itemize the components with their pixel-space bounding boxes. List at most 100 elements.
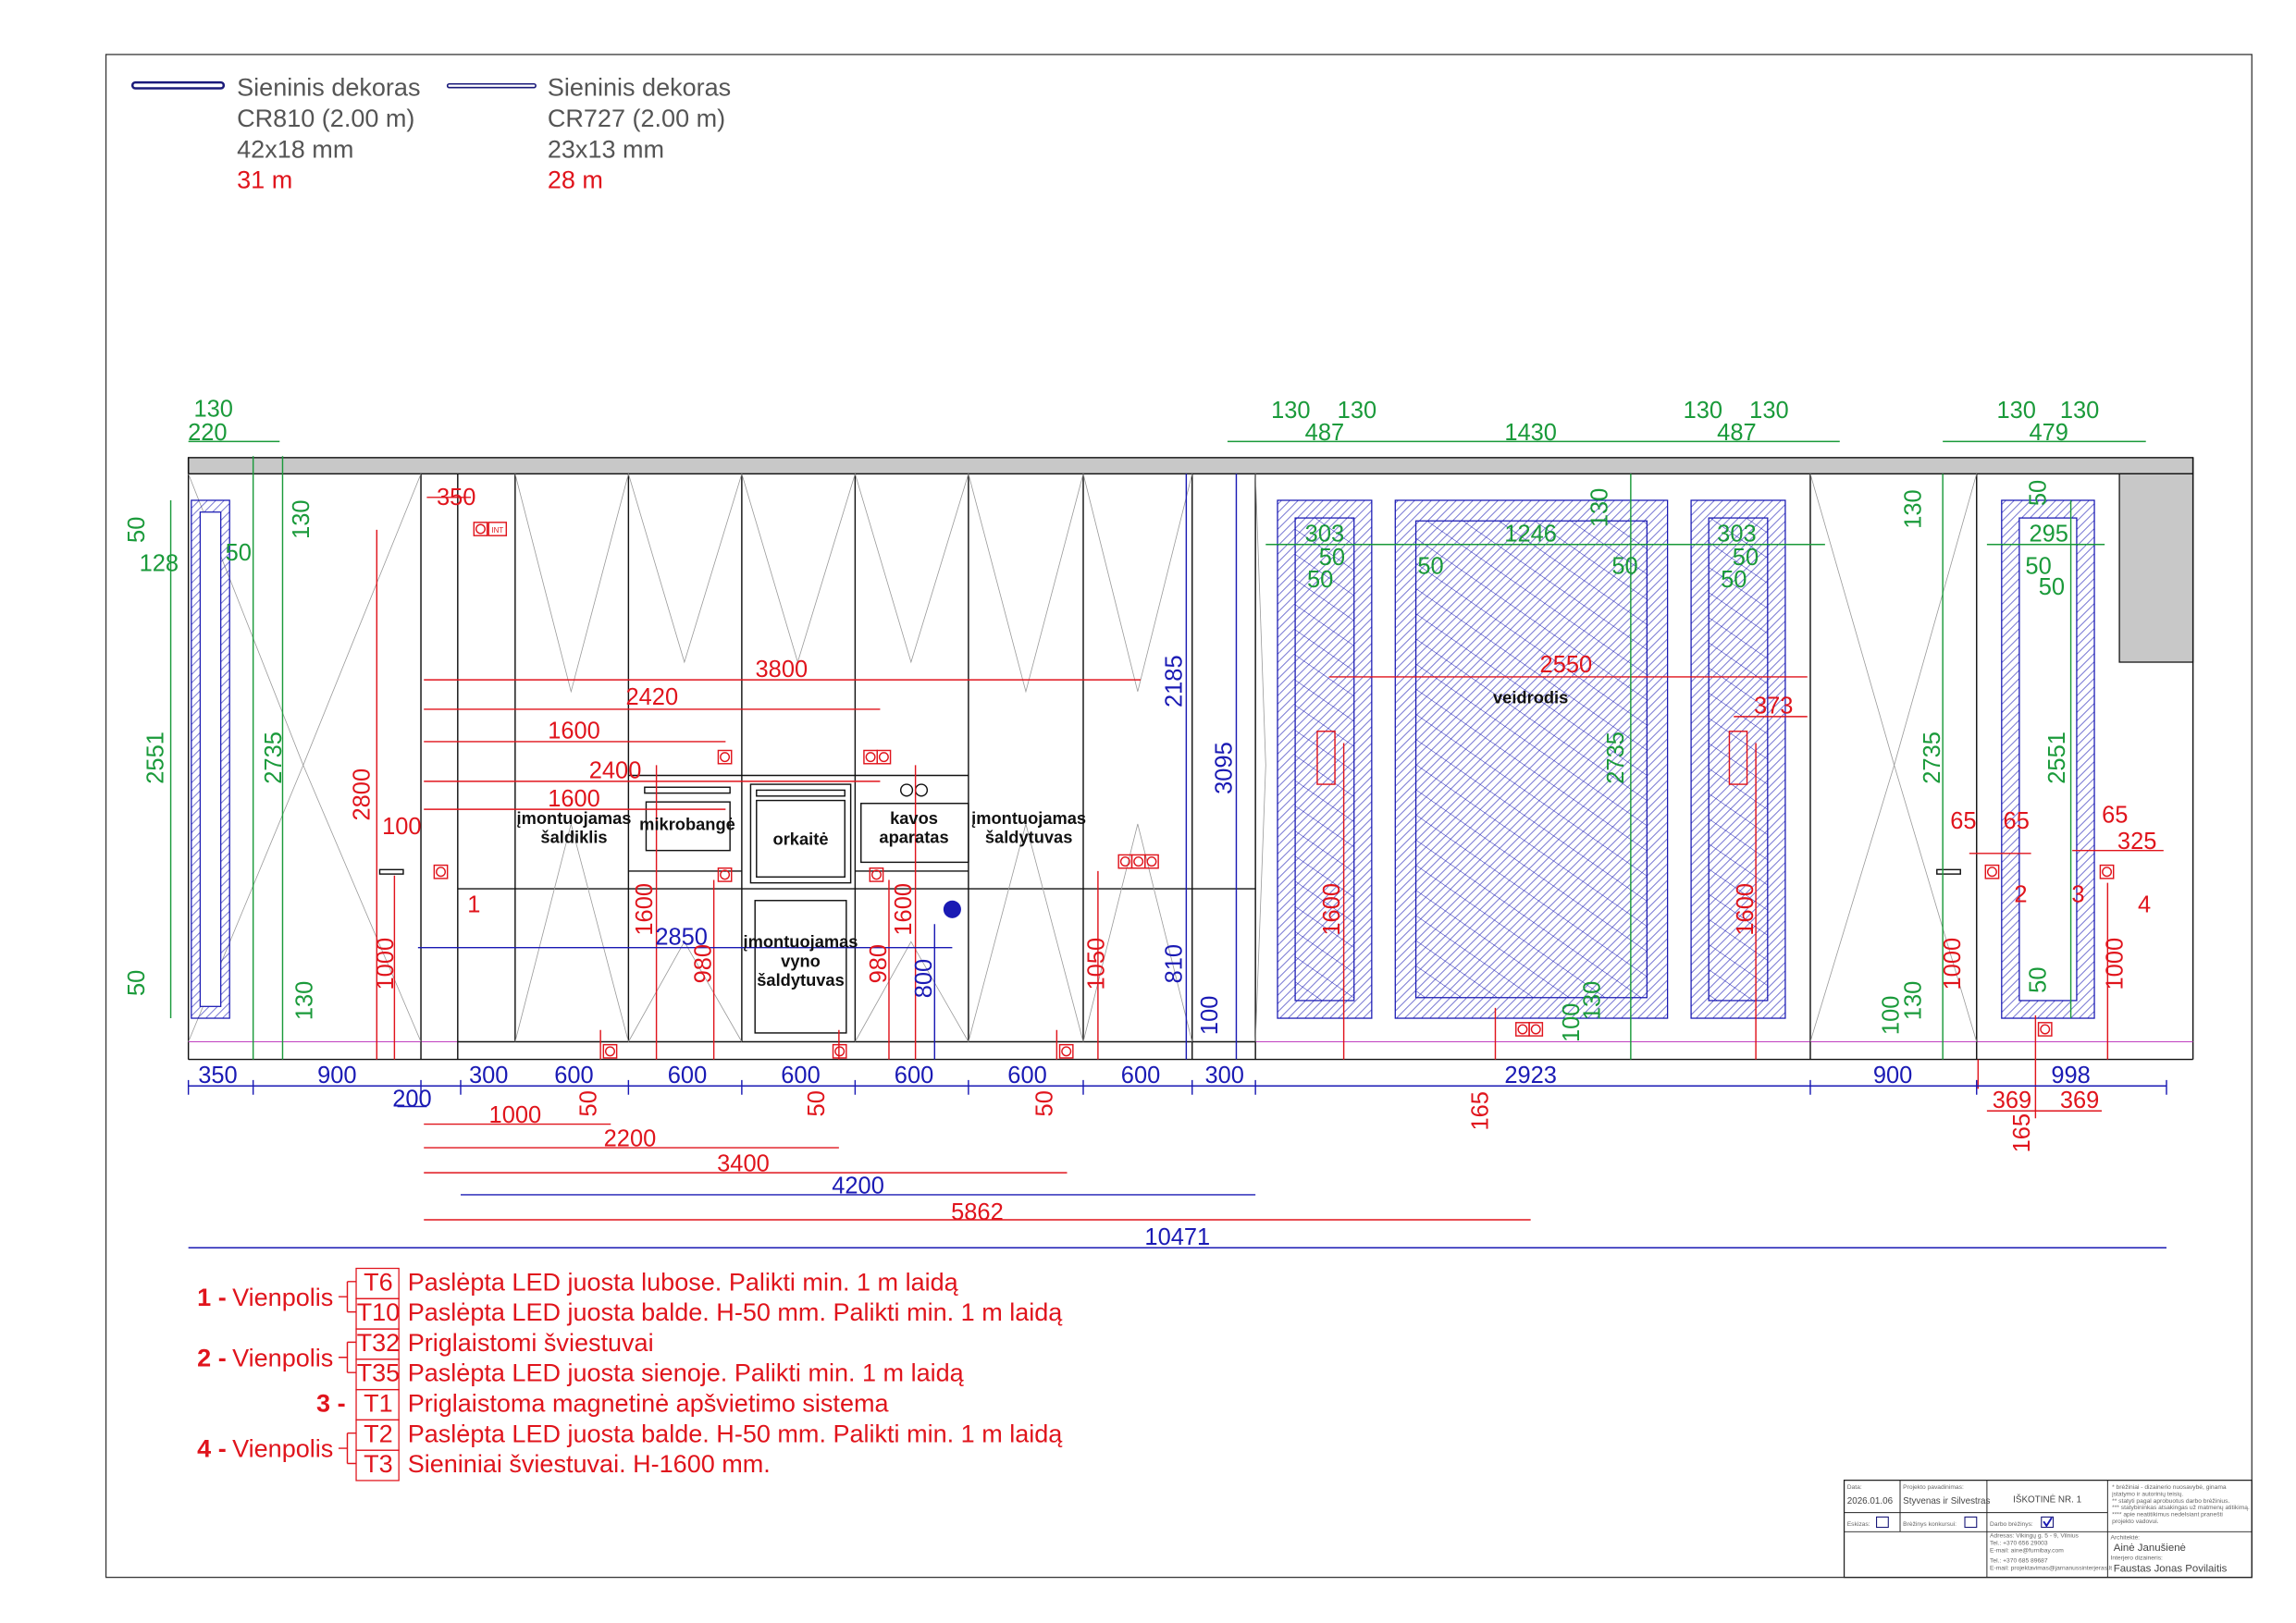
- dimension-label-blue: 900: [317, 1063, 356, 1088]
- dimension-label-red: 2200: [604, 1125, 657, 1151]
- note-group-number: 4 -: [197, 1435, 227, 1463]
- dimension-label-green: 220: [188, 420, 227, 446]
- dimension-label-red: 50: [804, 1090, 830, 1116]
- handle-icon: [378, 868, 404, 875]
- appliance-labels: įmontuojamasšaldiklismikrobangėorkaitėka…: [467, 688, 2151, 990]
- note-text: Paslėpta LED juosta balde. H-50 mm. Pali…: [408, 1420, 1064, 1447]
- dimension-label-red: 2800: [349, 768, 375, 821]
- disclaimer-line: **** apie neatitikimus nedelsiant praneš…: [2112, 1511, 2223, 1518]
- dimension-label-red: 1000: [1940, 938, 1966, 990]
- socket-icon: [1528, 1022, 1544, 1037]
- dimension-label-red: 1000: [2102, 938, 2128, 990]
- contact-line: E-mail: projektavimas@jarnanussinterjera…: [1990, 1566, 2112, 1572]
- socket-icon: [2099, 864, 2115, 879]
- designer-label: Interjero dizaineris:: [2111, 1555, 2164, 1562]
- dimension-label-blue: 900: [1873, 1063, 1912, 1088]
- dimension-label-green: 50: [1733, 545, 1759, 571]
- note-group: 3 -: [316, 1389, 346, 1417]
- dimension-label-green: 130: [1684, 398, 1722, 424]
- dimension-label-red: 1600: [1319, 883, 1345, 936]
- wine-fridge: [754, 900, 847, 1034]
- dimension-label-red: 1600: [1733, 883, 1759, 936]
- dimension-label-blue: 600: [895, 1063, 933, 1088]
- dimension-label-red: 3800: [756, 657, 809, 682]
- water-point-icon: [943, 900, 961, 918]
- column-box: [2118, 473, 2194, 663]
- dimension-label-red: 65: [1950, 808, 1976, 834]
- socket-icon: [1144, 854, 1159, 869]
- light-marker: 4: [2138, 891, 2151, 917]
- dimension-label-green: 50: [2025, 554, 2051, 580]
- sketch-label: Eskizas:: [1847, 1521, 1870, 1528]
- note-group: 4 - Vienpolis: [197, 1435, 333, 1463]
- dimension-label-red: 350: [437, 485, 475, 510]
- dimension-label-green: 130: [193, 396, 232, 422]
- contact-line: Adresas: Vikingų g. 5 - 9, Vilnius: [1990, 1533, 2079, 1540]
- dimension-label-blue: 600: [1121, 1063, 1160, 1088]
- work-checkbox[interactable]: [2041, 1516, 2055, 1529]
- dimension-label-red: 2550: [1540, 652, 1593, 678]
- note-group-type: Vienpolis: [232, 1284, 333, 1311]
- dimension-label-red: 1600: [632, 883, 658, 936]
- dimension-label-green: 130: [289, 499, 315, 538]
- dimension-label-green: 50: [124, 517, 150, 543]
- dimension-label-green: 50: [124, 970, 150, 996]
- dimension-label-red: 325: [2117, 829, 2156, 855]
- dimension-label-red: 980: [866, 944, 892, 983]
- dimension-label-green: 479: [2029, 420, 2068, 446]
- dimension-label-green: 130: [1900, 981, 1926, 1020]
- socket-icon: [2037, 1022, 2053, 1037]
- note-text: Paslėpta LED juosta balde. H-50 mm. Pali…: [408, 1298, 1064, 1326]
- contact-line: Tel.: +370 656 29003: [1990, 1541, 2048, 1547]
- coffee-machine: [860, 803, 969, 864]
- sheet-frame: [105, 54, 2253, 1579]
- contest-checkbox[interactable]: [1964, 1516, 1978, 1529]
- dimension-label-green: 50: [1319, 545, 1345, 571]
- contact-line: E-mail: aine@furnibay.com: [1990, 1548, 2064, 1555]
- disclaimer-line: *** statybininkas atsakingas už matmenų …: [2112, 1505, 2250, 1511]
- dimension-label-green: 2551: [2044, 732, 2070, 784]
- dimension-label-red: 1600: [891, 883, 917, 936]
- note-group: 2 - Vienpolis: [197, 1344, 333, 1371]
- dimension-label-red: 1000: [489, 1102, 542, 1128]
- dimension-label-blue: 2185: [1162, 655, 1188, 707]
- dimension-label-blue: 200: [392, 1087, 431, 1113]
- dimension-label-blue: 100: [1197, 996, 1223, 1035]
- dimension-label-red: 980: [690, 944, 716, 983]
- dimension-label-red: 100: [382, 814, 421, 840]
- socket-icon: [717, 749, 733, 765]
- dimension-label-red: 5862: [951, 1199, 1004, 1225]
- label-wine: vyno: [781, 951, 821, 970]
- dimension-label-red: 165: [2009, 1113, 2035, 1152]
- date-value: 2026.01.06: [1847, 1496, 1894, 1506]
- dimension-label-red: 165: [1468, 1091, 1494, 1130]
- label-coffee: aparatas: [879, 828, 948, 847]
- socket-icon: [1130, 854, 1146, 869]
- dimension-label-green: 130: [291, 981, 317, 1020]
- note-text: Sieniniai šviestuvai. H-1600 mm.: [408, 1450, 771, 1478]
- socket-int-label: INT: [491, 526, 503, 535]
- note-text: Paslėpta LED juosta sienoje. Palikti min…: [408, 1359, 965, 1387]
- dimension-label-red: 1000: [373, 938, 399, 990]
- note-code: T10: [357, 1298, 401, 1326]
- dimension-label-green: 130: [1586, 488, 1612, 527]
- sketch-checkbox[interactable]: [1876, 1516, 1889, 1529]
- dimension-label-blue: 998: [2051, 1063, 2090, 1088]
- mirror: [1414, 520, 1648, 999]
- note-code: T3: [364, 1450, 393, 1478]
- disclaimer-line: įstatymo ir autorinių teisių.: [2112, 1491, 2183, 1497]
- dimension-label-red: 3400: [717, 1151, 770, 1177]
- socket-icon: [832, 1043, 847, 1059]
- dimension-label-green: 130: [1749, 398, 1788, 424]
- dimension-label-green: 1246: [1504, 522, 1557, 547]
- dimension-label-green: 487: [1305, 420, 1344, 446]
- dimension-label-green: 303: [1717, 522, 1756, 547]
- note-text: Priglaistomi šviestuvai: [408, 1329, 654, 1357]
- dimension-label-red: 373: [1754, 694, 1793, 719]
- dimension-label-red: 2400: [589, 758, 642, 784]
- dimension-label-blue: 600: [668, 1063, 707, 1088]
- dimension-label-red: 50: [575, 1090, 601, 1116]
- socket-icon: [863, 749, 878, 765]
- dimension-label-green: 50: [1721, 567, 1747, 593]
